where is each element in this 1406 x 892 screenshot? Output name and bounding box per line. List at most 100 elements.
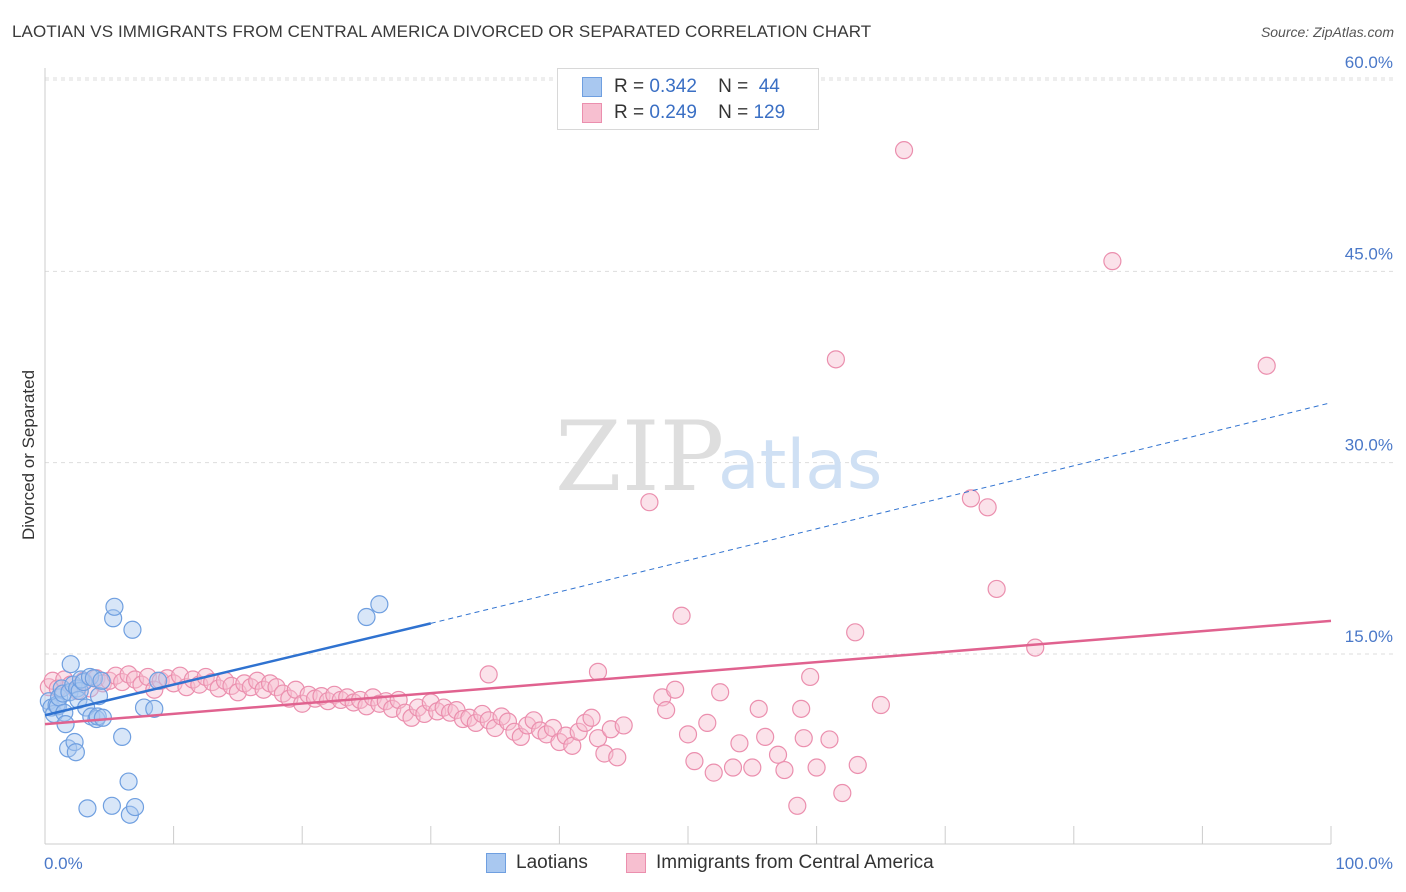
- laotians-swatch: [582, 77, 602, 97]
- immigrants-point: [848, 755, 867, 775]
- watermark-zip: ZIP: [555, 401, 724, 513]
- immigrants-point: [794, 729, 813, 748]
- laotians-point: [61, 655, 80, 674]
- r-label: R =: [614, 76, 645, 97]
- laotians-point: [119, 772, 138, 791]
- immigrants-point: [894, 141, 914, 160]
- immigrants-point: [672, 606, 691, 625]
- n-label: N =: [718, 102, 749, 123]
- y-axis-title: Divorced or Separated: [19, 370, 38, 540]
- laotians-point: [70, 681, 89, 701]
- source-label: Source: ZipAtlas.com: [1260, 24, 1394, 40]
- series-legend: Laotians Immigrants from Central America: [0, 852, 1406, 878]
- immigrants-point: [608, 748, 627, 767]
- immigrants-point: [666, 680, 685, 699]
- immigrants-point: [511, 727, 530, 747]
- immigrants-point: [788, 796, 807, 815]
- immigrants-point: [704, 763, 723, 782]
- immigrants-point: [820, 730, 839, 749]
- r-value: 0.249: [649, 102, 697, 123]
- laotians-point: [370, 595, 389, 614]
- n-label: N =: [718, 76, 749, 97]
- legend-item-immigrants[interactable]: Immigrants from Central America: [626, 852, 934, 874]
- immigrants-point: [871, 695, 891, 715]
- legend-label-immigrants: Immigrants from Central America: [656, 852, 934, 873]
- immigrants-point: [723, 758, 743, 777]
- immigrants-point: [614, 716, 633, 735]
- immigrants-central-america-points: [39, 141, 1276, 815]
- immigrants-point: [1026, 638, 1045, 657]
- stats-row-immigrants: R = 0.249 N = 129: [582, 100, 785, 126]
- immigrants-point: [756, 727, 775, 747]
- laotians-point: [66, 743, 85, 762]
- immigrants-point: [582, 708, 601, 727]
- immigrants-point: [657, 701, 676, 720]
- y-tick-label: 60.0%: [1345, 53, 1393, 72]
- immigrants-point: [711, 683, 730, 702]
- laotians-point: [145, 699, 164, 718]
- grid-lines: [45, 77, 1394, 655]
- immigrants-point: [1103, 252, 1122, 271]
- laotians-point: [105, 597, 124, 616]
- immigrants-point: [685, 752, 704, 771]
- n-value: 129: [753, 102, 786, 123]
- laotians-point: [125, 797, 145, 817]
- watermark-atlas: atlas: [718, 426, 882, 505]
- laotians-point: [357, 607, 376, 627]
- tick-labels: 15.0% 30.0% 45.0% 60.0% 0.0% 100.0%: [44, 53, 1393, 873]
- trend-lines: [44, 402, 1332, 726]
- laotians-trend-line: [44, 622, 432, 717]
- r-label: R =: [614, 102, 645, 123]
- immigrants-point: [524, 711, 543, 730]
- immigrants-point: [807, 758, 826, 777]
- immigrants-point: [498, 712, 518, 731]
- laotians-point: [104, 609, 123, 628]
- laotians-point: [102, 796, 121, 815]
- laotians-point: [113, 727, 132, 747]
- immigrants-point: [826, 350, 845, 369]
- immigrants-point: [698, 713, 717, 732]
- immigrants-point: [640, 493, 659, 512]
- laotians-trend-extension: [430, 402, 1332, 624]
- immigrants-point: [987, 579, 1006, 599]
- r-value: 0.342: [649, 76, 697, 97]
- laotians-point: [92, 671, 111, 690]
- watermark: ZIP atlas: [555, 401, 882, 513]
- laotians-point: [78, 799, 97, 818]
- y-tick-label: 15.0%: [1345, 627, 1393, 646]
- axes: [44, 68, 1332, 845]
- y-tick-label: 30.0%: [1345, 436, 1393, 455]
- immigrants-point: [1257, 356, 1276, 375]
- immigrants-point: [730, 734, 749, 753]
- immigrants-trend-line: [44, 619, 1332, 726]
- immigrants-point: [743, 758, 762, 777]
- immigrants-point: [961, 489, 981, 508]
- immigrants-swatch: [582, 103, 602, 123]
- chart-title: LAOTIAN VS IMMIGRANTS FROM CENTRAL AMERI…: [12, 22, 872, 41]
- immigrants-point: [678, 725, 698, 744]
- legend-label-laotians: Laotians: [516, 852, 588, 873]
- stats-legend: R = 0.342 N = 44 R = 0.249 N = 129: [557, 68, 819, 130]
- immigrants-point: [588, 662, 608, 681]
- immigrants-point: [749, 699, 768, 718]
- immigrants-point: [588, 729, 608, 748]
- immigrants-point: [978, 498, 997, 517]
- immigrants-point: [833, 783, 852, 803]
- immigrants-point: [775, 760, 794, 780]
- x-tick-label: 0.0%: [44, 854, 83, 873]
- legend-item-laotians[interactable]: Laotians: [486, 852, 588, 874]
- immigrants-point: [846, 623, 865, 642]
- laotians-legend-swatch: [486, 853, 506, 873]
- immigrants-point: [479, 665, 498, 684]
- y-tick-label: 45.0%: [1345, 244, 1393, 263]
- x-tick-label: 100.0%: [1335, 854, 1393, 873]
- immigrants-point: [768, 745, 788, 764]
- laotians-point: [123, 620, 142, 639]
- immigrants-point: [792, 699, 811, 718]
- immigrants-point: [569, 722, 588, 741]
- n-value: 44: [758, 76, 780, 97]
- immigrants-legend-swatch: [626, 853, 646, 873]
- immigrants-point: [801, 667, 820, 687]
- stats-row-laotians: R = 0.342 N = 44: [582, 74, 780, 100]
